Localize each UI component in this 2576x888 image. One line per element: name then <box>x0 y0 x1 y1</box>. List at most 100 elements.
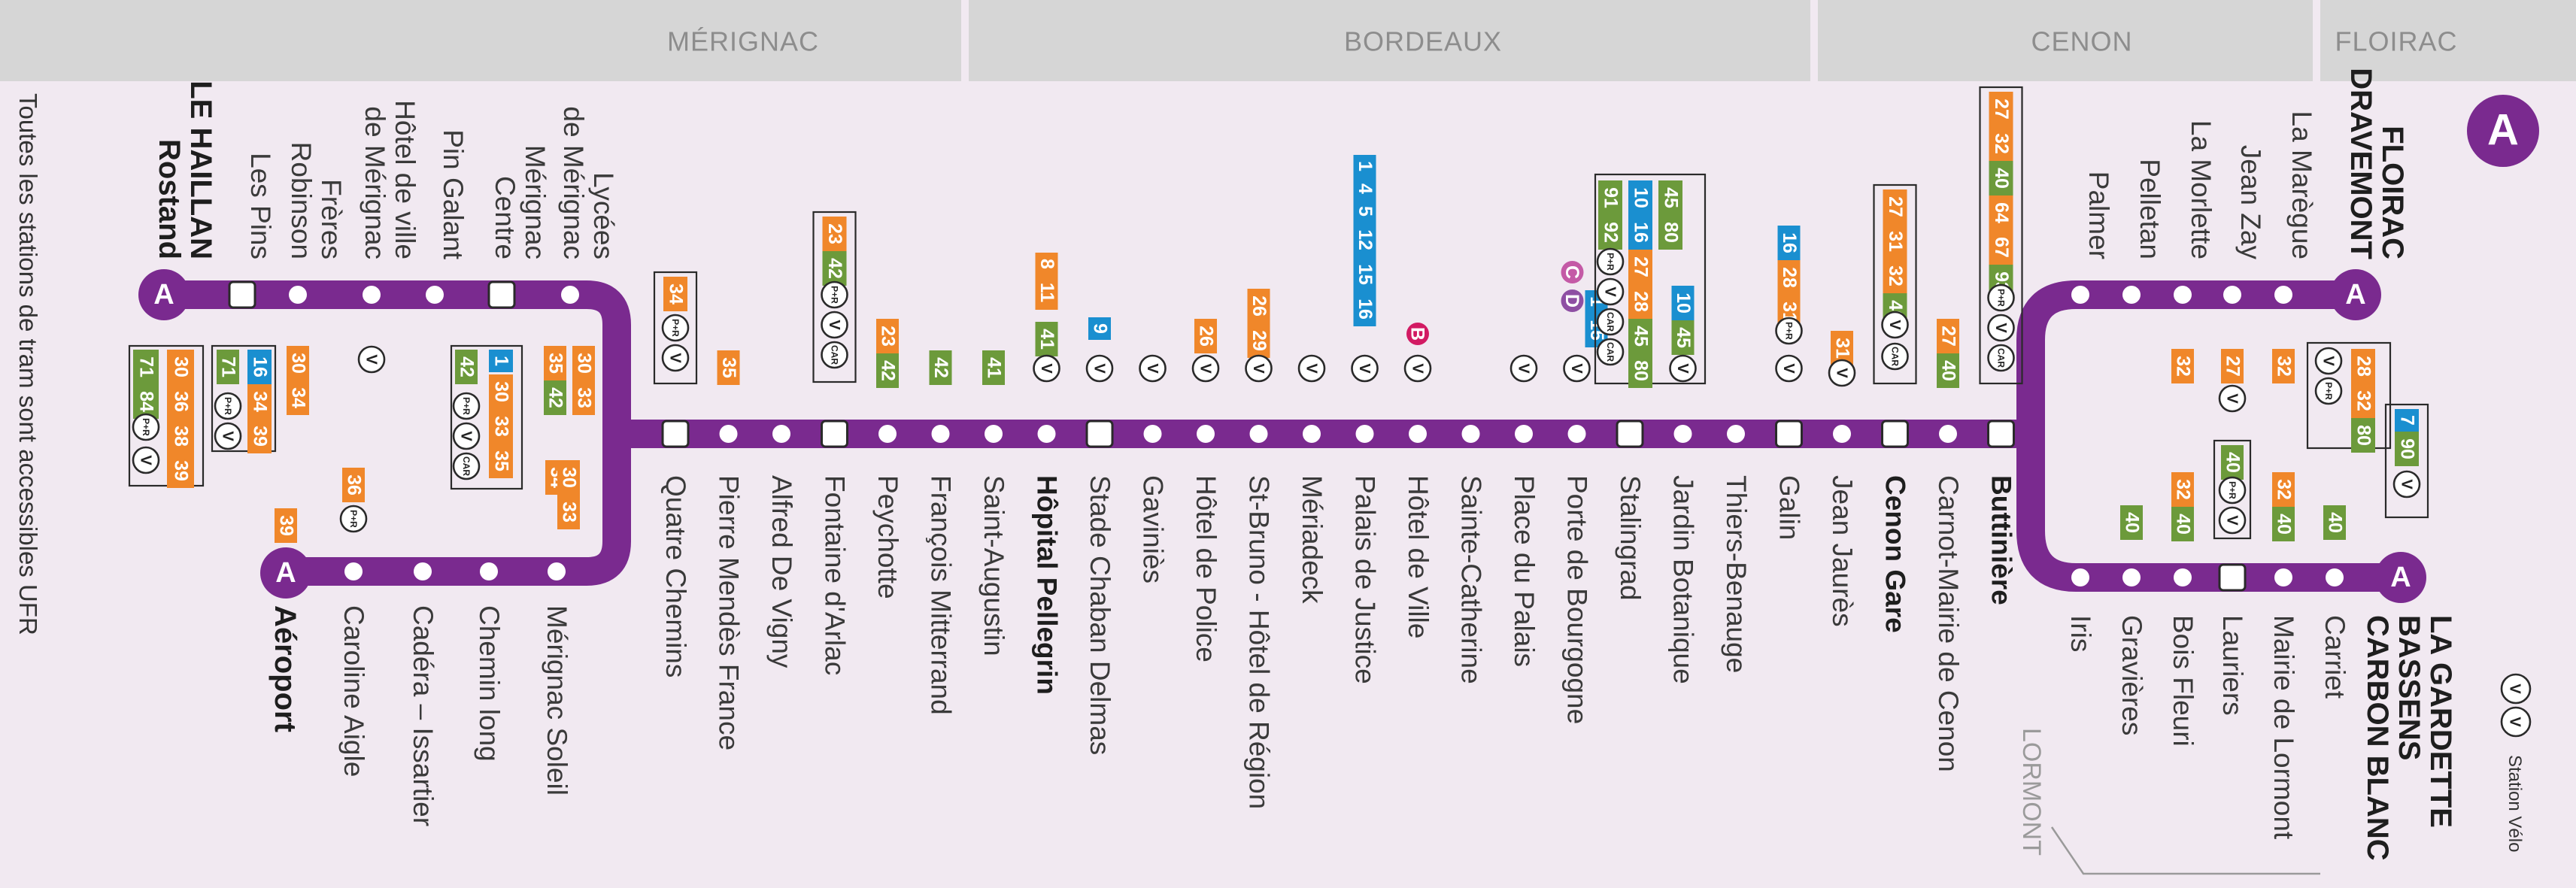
station-dot[interactable] <box>1515 425 1533 443</box>
station-dot[interactable] <box>2174 568 2192 586</box>
station-label: Mériadeck <box>1297 475 1327 604</box>
svg-text:27: 27 <box>1885 196 1906 217</box>
station-dot[interactable] <box>719 425 738 443</box>
station-dot[interactable] <box>772 425 790 443</box>
bus-line-badge <box>822 217 847 251</box>
svg-text:P+R: P+R <box>1783 322 1794 340</box>
station-dot[interactable] <box>1727 425 1745 443</box>
svg-text:P+R: P+R <box>461 397 472 415</box>
svg-text:V: V <box>1409 363 1426 374</box>
station-dot[interactable] <box>480 562 498 580</box>
velo-icon <box>1191 354 1220 383</box>
svg-text:32: 32 <box>2273 479 2294 500</box>
interchange-station-dot[interactable] <box>2218 563 2247 592</box>
station-dot[interactable] <box>1833 425 1851 443</box>
station-dot[interactable] <box>985 425 1003 443</box>
svg-text:1: 1 <box>1355 161 1376 171</box>
station-dot[interactable] <box>2071 568 2089 586</box>
svg-text:CAR: CAR <box>1605 342 1616 362</box>
station-dot[interactable] <box>1673 425 1692 443</box>
bus-line-badge <box>2351 349 2375 383</box>
connection-la-maregue: 32 <box>2272 349 2295 383</box>
interchange-station-dot[interactable] <box>661 420 690 448</box>
interchange-station-dot[interactable] <box>821 420 848 448</box>
station-dot[interactable] <box>363 286 381 304</box>
interchange-station-dot[interactable] <box>1085 420 1114 448</box>
interchange-station-dot[interactable] <box>1775 420 1803 448</box>
svg-text:5: 5 <box>1355 206 1376 217</box>
interchange-station-dot[interactable] <box>1881 420 1909 448</box>
svg-text:V: V <box>1197 363 1214 374</box>
station-dot[interactable] <box>548 562 566 580</box>
station-dot[interactable] <box>2174 286 2192 304</box>
connection-hotel-de-ville-merignac: V <box>357 345 386 374</box>
interchange-station-dot[interactable] <box>228 280 256 309</box>
svg-text:33: 33 <box>573 387 594 408</box>
bus-line-badge <box>1628 353 1652 388</box>
bus-line-badge <box>247 419 272 453</box>
parking-icon <box>2218 476 2247 505</box>
station-dot[interactable] <box>1461 425 1480 443</box>
station-dot[interactable] <box>2071 286 2089 304</box>
connection-hotel-de-ville: BV <box>1403 323 1432 383</box>
car-icon <box>821 341 848 369</box>
svg-text:90: 90 <box>2396 438 2417 459</box>
svg-text:12: 12 <box>1355 229 1376 250</box>
velo-icon <box>1881 311 1909 339</box>
svg-text:11: 11 <box>1036 283 1057 303</box>
station-dot[interactable] <box>1939 425 1957 443</box>
connection-peychotte: 23 42 <box>876 319 899 388</box>
connection-hopital-pellegrin: 8 11 41 V <box>1033 253 1060 383</box>
bus-line-badge <box>1777 226 1801 260</box>
station-dot[interactable] <box>2223 286 2241 304</box>
bus-line-badge <box>287 380 309 415</box>
svg-text:29: 29 <box>1249 330 1270 351</box>
station-dot[interactable] <box>414 562 432 580</box>
station-label: Caroline Aigle <box>338 605 369 777</box>
station-dot[interactable] <box>2274 286 2292 304</box>
station-dot[interactable] <box>1143 425 1162 443</box>
station-dot[interactable] <box>426 286 444 304</box>
svg-text:V: V <box>1144 363 1161 374</box>
station-dot[interactable] <box>2274 568 2292 586</box>
station-dot[interactable] <box>561 286 579 304</box>
connection-hotel-de-police: 26 V <box>1191 319 1220 383</box>
station-label: François Mitterrand <box>926 475 957 715</box>
station-dot[interactable] <box>2122 286 2141 304</box>
station-dot[interactable] <box>1249 425 1268 443</box>
connection-jean-jaures: 31 V <box>1828 331 1856 387</box>
svg-text:V: V <box>1091 363 1108 374</box>
bus-line-badge <box>489 350 513 372</box>
station-dot[interactable] <box>1197 425 1215 443</box>
bus-line-badge <box>1035 275 1058 310</box>
bus-line-badge <box>663 277 687 311</box>
svg-text:40: 40 <box>2121 512 2142 533</box>
svg-text:P+R: P+R <box>1995 289 2006 307</box>
connection-la-gardette: 7 90 V <box>2384 403 2429 519</box>
bus-line-badge <box>822 251 847 286</box>
connection-frame <box>2306 341 2392 450</box>
terminal-label: BASSENS <box>2392 615 2426 760</box>
station-dot[interactable] <box>931 425 950 443</box>
station-dot[interactable] <box>344 562 363 580</box>
interchange-station-dot[interactable] <box>487 280 516 309</box>
station-dot[interactable] <box>1355 425 1374 443</box>
station-dot[interactable] <box>878 425 897 443</box>
interchange-station-dot[interactable] <box>1987 420 2015 448</box>
interchange-station-dot[interactable] <box>1616 420 1644 448</box>
parking-icon <box>661 314 690 342</box>
svg-text:32: 32 <box>1885 265 1906 286</box>
station-dot[interactable] <box>1567 425 1586 443</box>
station-dot[interactable] <box>289 286 307 304</box>
station-dot[interactable] <box>2122 568 2141 586</box>
station-dot[interactable] <box>1409 425 1427 443</box>
svg-text:35: 35 <box>718 357 739 378</box>
svg-text:36: 36 <box>343 474 364 496</box>
station-dot[interactable] <box>2326 568 2344 586</box>
station-dot[interactable] <box>1303 425 1321 443</box>
svg-text:91: 91 <box>1600 187 1621 208</box>
station-dot[interactable] <box>1037 425 1056 443</box>
parking-icon <box>1987 283 2015 312</box>
svg-text:30: 30 <box>170 356 191 377</box>
svg-text:92: 92 <box>1600 222 1621 243</box>
